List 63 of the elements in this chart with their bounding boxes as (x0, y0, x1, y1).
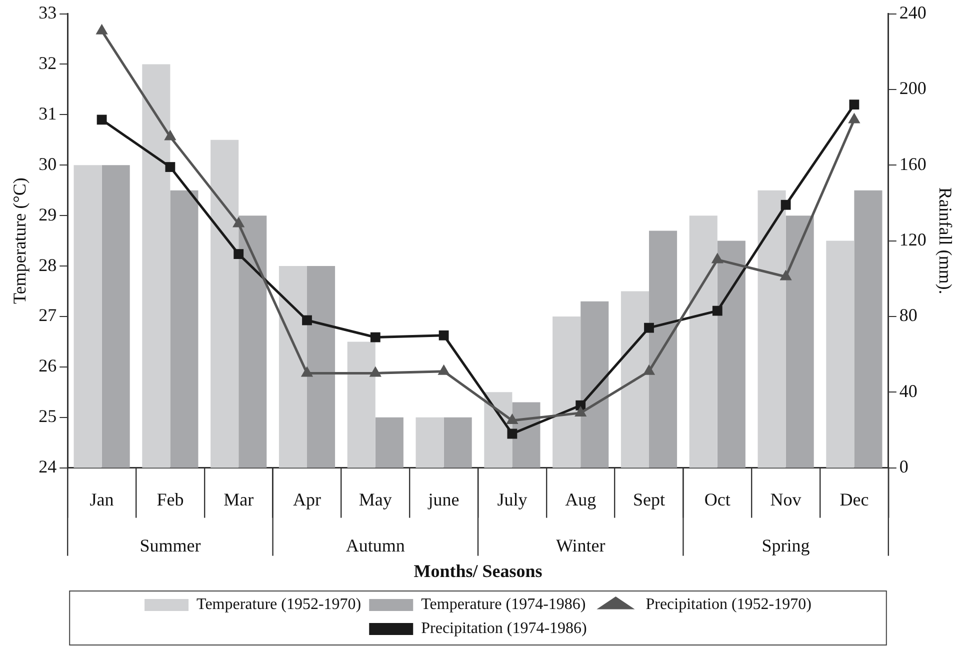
point (711, 252, 724, 264)
point (849, 100, 860, 110)
y-tick-label: 24 (38, 456, 57, 477)
y-tick-label: 31 (38, 103, 57, 124)
x-tick-label: june (427, 489, 460, 510)
point (370, 332, 380, 342)
y-tick-label: 27 (38, 305, 57, 326)
x-tick-label: Jan (90, 489, 114, 510)
y2-tick-label: 120 (899, 230, 926, 250)
y2-tick-label: 0 (899, 456, 908, 477)
y-tick-label: 29 (38, 204, 57, 224)
x-tick-label: Apr (293, 489, 321, 510)
x-tick-label: Nov (770, 489, 802, 510)
y-tick-label: 30 (38, 154, 57, 174)
legend-label: Temperature (1974-1986) (421, 596, 586, 614)
x-axis-title: Months/ Seasons (414, 560, 542, 581)
point (164, 130, 176, 140)
x-tick-label: Mar (224, 489, 254, 510)
point (369, 366, 382, 377)
x-tick-label: May (358, 489, 392, 510)
point (848, 112, 860, 124)
x-tick-label: Aug (565, 489, 596, 510)
point (574, 406, 587, 416)
x-tick-label: July (497, 489, 528, 510)
point (232, 216, 245, 228)
x-tick-label: Sept (632, 489, 666, 510)
y-tick-label: 33 (38, 2, 57, 23)
point (165, 162, 176, 172)
point (438, 330, 449, 340)
point (642, 364, 656, 375)
point (96, 114, 107, 125)
y-tick-label: 26 (38, 356, 57, 376)
legend-label: Temperature (1952-1970) (196, 596, 362, 614)
y-tick-label: 28 (38, 254, 57, 275)
y2-axis-title: Rainfall (mm). (935, 187, 956, 294)
y-tick-label: 25 (38, 406, 57, 426)
point (234, 249, 244, 259)
x-tick-label: Dec (840, 489, 869, 510)
point (96, 24, 108, 34)
y-tick-label: 32 (38, 52, 57, 73)
x-tick-label: Oct (704, 489, 730, 510)
y2-tick-label: 200 (899, 78, 926, 98)
point (712, 306, 722, 316)
point (780, 200, 791, 210)
legend-label: Precipitation (1952-1970) (646, 596, 812, 614)
y2-tick-label: 160 (899, 154, 926, 174)
text: Summer (140, 536, 201, 556)
y2-tick-label: 240 (899, 2, 926, 23)
y2-tick-label: 40 (899, 380, 918, 401)
legend-label: Precipitation (1974-1986) (421, 620, 587, 638)
text: Spring (762, 536, 810, 556)
point (302, 315, 312, 326)
point (438, 364, 450, 375)
y-axis-title: Temperature (°C) (10, 178, 30, 304)
text: Autumn (346, 536, 405, 556)
x-tick-label: Feb (156, 489, 184, 510)
point (300, 366, 314, 377)
point (507, 428, 518, 439)
text: Winter (556, 536, 606, 556)
point (644, 322, 654, 333)
y2-tick-label: 80 (899, 305, 918, 326)
point (780, 270, 792, 280)
point (506, 414, 518, 424)
